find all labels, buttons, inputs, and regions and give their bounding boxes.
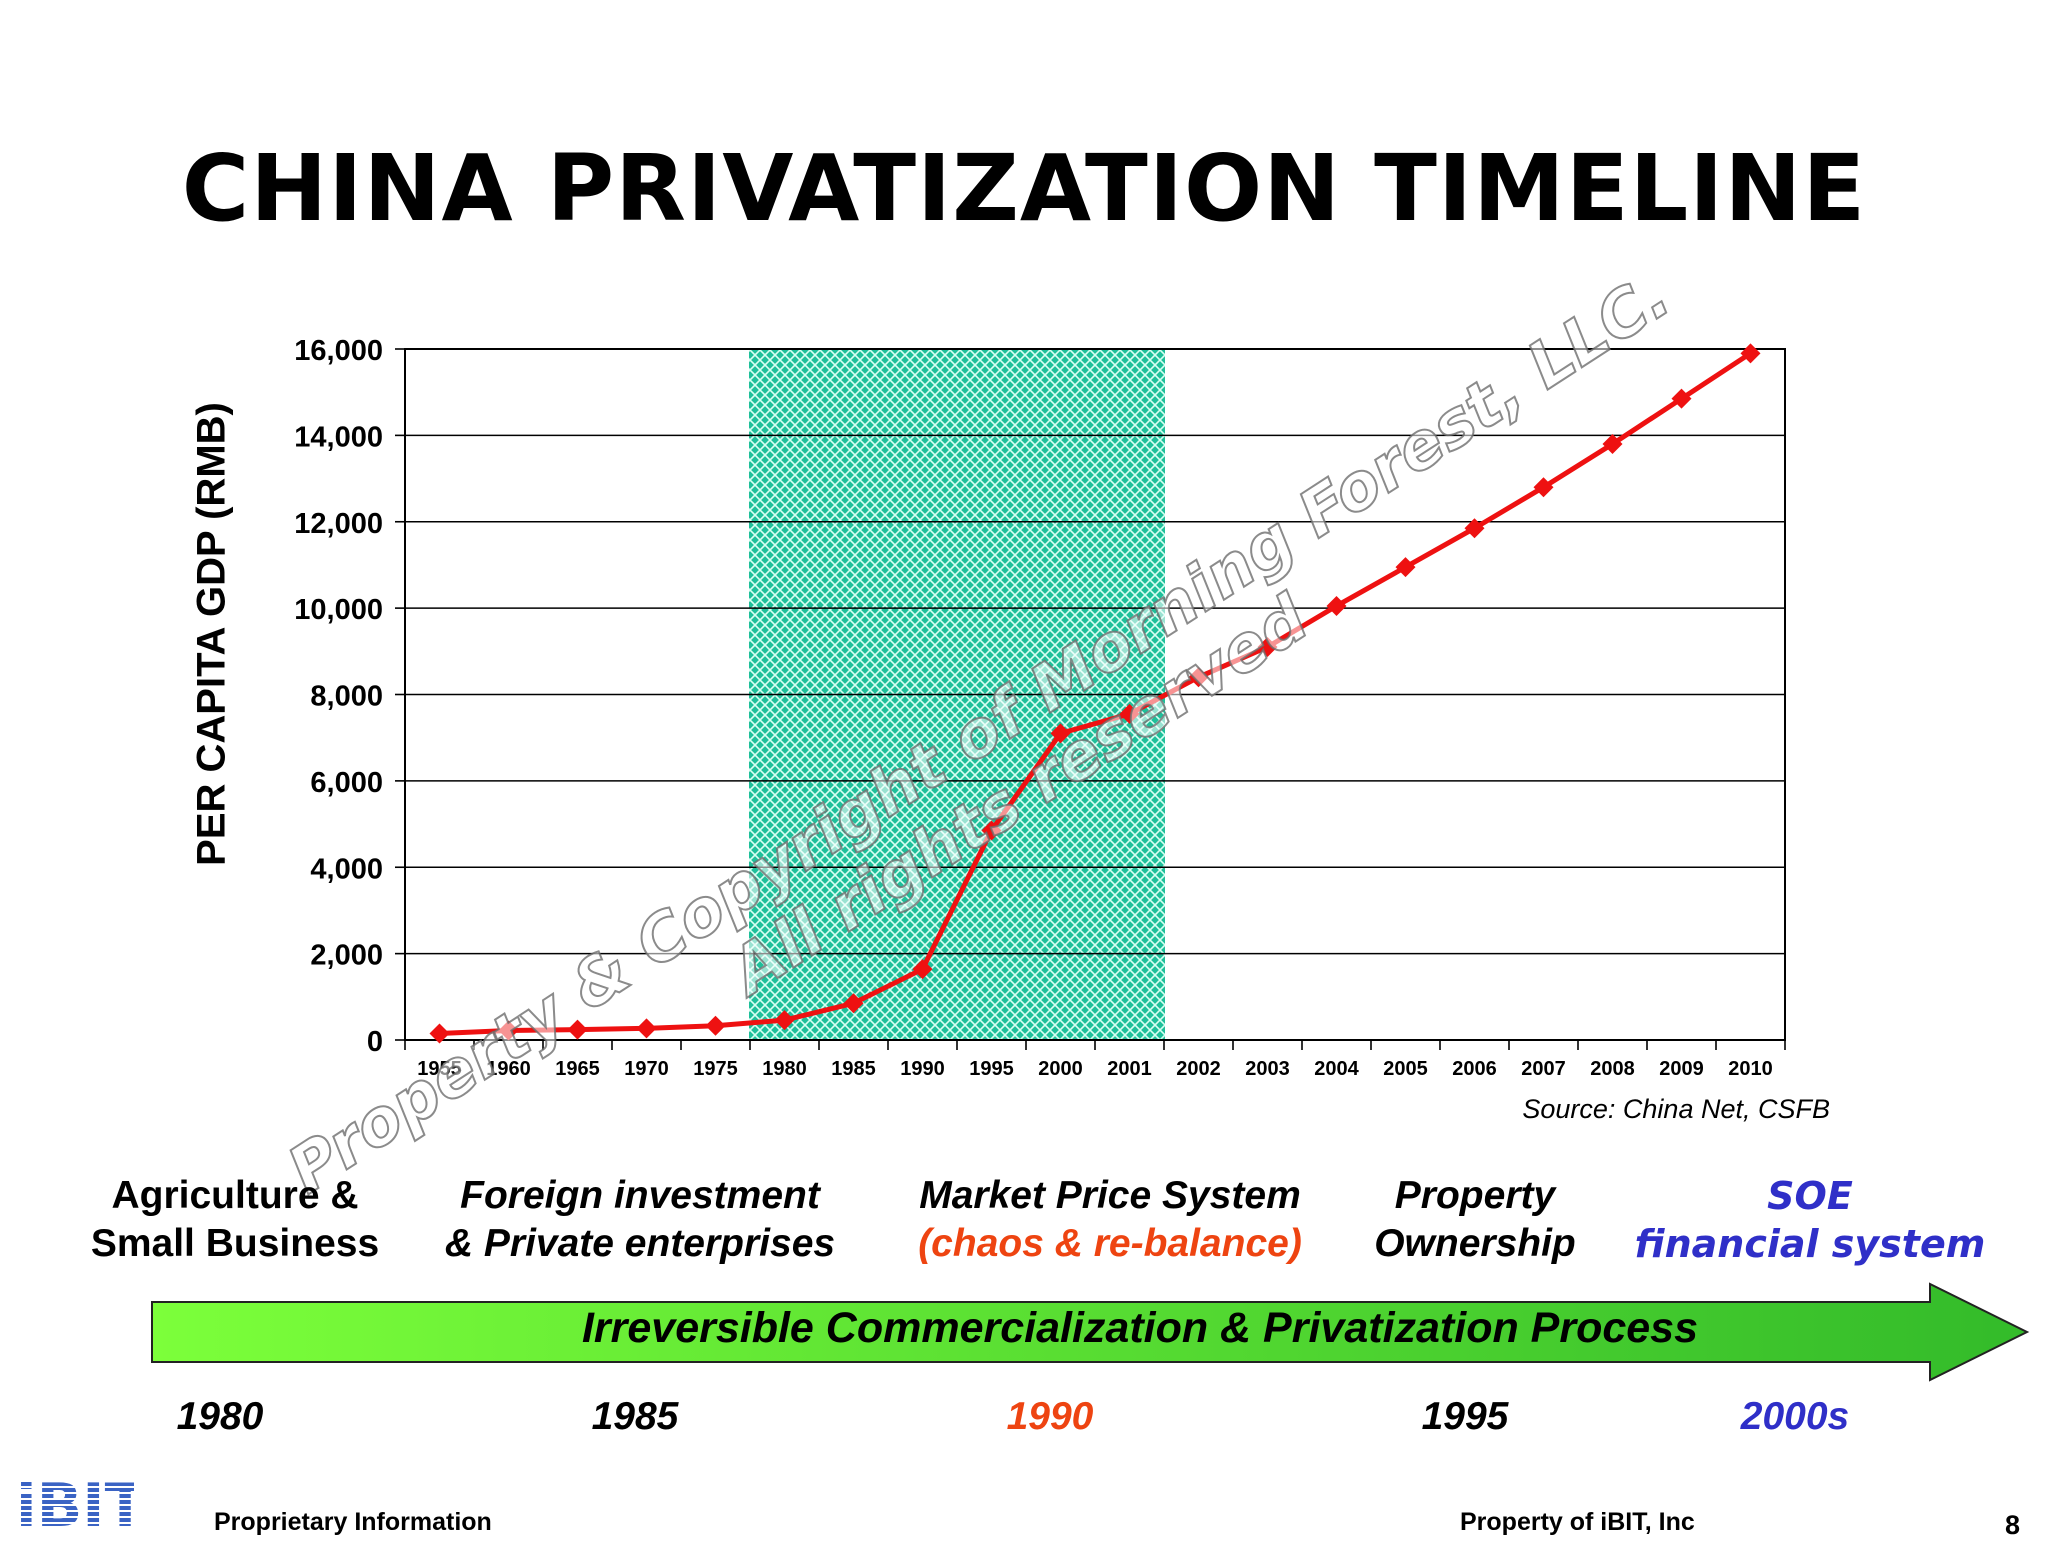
data-point <box>981 820 1002 841</box>
x-tick-label: 2007 <box>1521 1058 1566 1080</box>
y-tick-label: 8,000 <box>310 681 383 713</box>
data-point <box>636 1018 657 1039</box>
series-line <box>439 351 1752 1037</box>
logo-lettering: iBIT <box>16 1476 134 1530</box>
x-tick-label: 1985 <box>831 1058 876 1080</box>
data-point <box>774 1010 795 1031</box>
y-tick-label: 12,000 <box>294 508 383 540</box>
data-point <box>1257 636 1278 657</box>
y-tick-label: 16,000 <box>294 335 383 367</box>
y-tick-label: 4,000 <box>310 853 383 885</box>
year-label-1985: 1985 <box>591 1395 679 1438</box>
x-tick-label: 2002 <box>1176 1058 1221 1080</box>
phase-line-1: Foreign investment <box>460 1174 820 1217</box>
data-point <box>1188 667 1209 688</box>
x-tick-label: 1955 <box>417 1058 462 1080</box>
x-tick-label: 1965 <box>555 1058 600 1080</box>
phase-line-1: SOE <box>1767 1174 1853 1218</box>
year-label-1990: 1990 <box>1006 1395 1094 1438</box>
data-point <box>1395 557 1416 578</box>
y-tick-label: 10,000 <box>294 594 383 626</box>
x-tick-label: 2000 <box>1038 1058 1083 1080</box>
data-point <box>567 1019 588 1040</box>
page-number: 8 <box>2004 1510 2020 1540</box>
x-tick-label: 2004 <box>1314 1058 1359 1080</box>
data-point <box>705 1015 726 1036</box>
x-tick-label: 1980 <box>762 1058 807 1080</box>
phase-property-ownership: Property Ownership <box>1340 1172 1610 1268</box>
phase-foreign-investment: Foreign investment & Private enterprises <box>430 1172 850 1268</box>
data-point <box>429 1023 450 1044</box>
process-arrow <box>151 1282 2030 1382</box>
phase-market-price: Market Price System (chaos & re-balance) <box>900 1172 1320 1268</box>
x-tick-label: 1970 <box>624 1058 669 1080</box>
data-point <box>1602 434 1623 455</box>
gdp-line-chart: 1955 1960 1965 1970 1975 1980 1985 1990 1995 2000… <box>294 335 1786 1080</box>
page-title: CHINA PRIVATIZATION TIMELINE <box>181 135 1867 242</box>
phase-line-2: Ownership <box>1374 1222 1576 1265</box>
data-point <box>912 959 933 980</box>
y-tick-label: 14,000 <box>294 421 383 453</box>
x-tick-label: 1990 <box>900 1058 945 1080</box>
phase-line-2: Small Business <box>90 1222 380 1265</box>
data-point <box>1740 343 1761 364</box>
data-point <box>1119 703 1140 724</box>
data-point <box>843 993 864 1014</box>
data-point <box>1050 723 1071 744</box>
year-label-2000s: 2000s <box>1740 1395 1850 1438</box>
data-point <box>1464 518 1485 539</box>
x-tick-label: 2006 <box>1452 1058 1497 1080</box>
footer-property-of: Property of iBIT, Inc <box>1460 1508 1695 1536</box>
data-point <box>1533 477 1554 498</box>
phase-agriculture: Agriculture & Small Business <box>70 1172 400 1268</box>
x-tick-label: 2003 <box>1245 1058 1290 1080</box>
x-tick-label: 2010 <box>1728 1058 1773 1080</box>
process-arrow-label: Irreversible Commercialization & Privati… <box>581 1304 1699 1352</box>
x-tick-label: 1960 <box>486 1058 531 1080</box>
phase-line-2: financial system <box>1634 1222 1986 1266</box>
x-tick-label: 2009 <box>1659 1058 1704 1080</box>
ibit-logo: iBIT <box>16 1476 134 1530</box>
y-tick-label: 2,000 <box>310 940 383 972</box>
phase-line-1: Agriculture & <box>111 1174 359 1217</box>
phase-line-2: & Private enterprises <box>444 1222 836 1265</box>
data-point <box>498 1020 519 1041</box>
footer-proprietary: Proprietary Information <box>214 1508 492 1536</box>
source-note: Source: China Net, CSFB <box>1522 1094 1830 1124</box>
x-tick-label: 2005 <box>1383 1058 1428 1080</box>
y-tick-label: 6,000 <box>310 767 383 799</box>
y-tick-label: 0 <box>367 1026 383 1058</box>
data-point <box>1671 388 1692 409</box>
phase-line-2: (chaos & re-balance) <box>918 1222 1302 1265</box>
year-label-1980: 1980 <box>176 1395 264 1438</box>
phase-line-1: Market Price System <box>919 1174 1301 1217</box>
phase-line-1: Property <box>1394 1174 1556 1217</box>
x-tick-label: 1995 <box>969 1058 1014 1080</box>
x-tick-label: 1975 <box>693 1058 738 1080</box>
data-point <box>1326 595 1347 616</box>
x-tick-label: 2008 <box>1590 1058 1635 1080</box>
phase-soe-financial: SOE financial system <box>1610 1172 2010 1268</box>
x-tick-label: 2001 <box>1107 1058 1152 1080</box>
year-label-1995: 1995 <box>1421 1395 1509 1438</box>
